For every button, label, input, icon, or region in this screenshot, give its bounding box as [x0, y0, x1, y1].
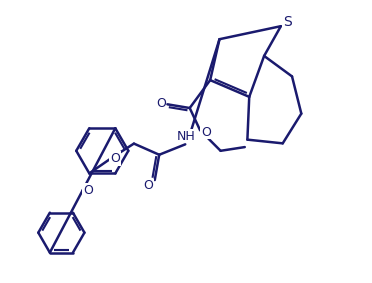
Text: O: O: [201, 126, 211, 139]
Text: S: S: [283, 16, 292, 29]
Text: O: O: [143, 179, 153, 192]
Text: O: O: [110, 152, 120, 165]
Text: O: O: [156, 97, 166, 110]
Text: O: O: [83, 184, 93, 197]
Text: NH: NH: [176, 130, 195, 143]
